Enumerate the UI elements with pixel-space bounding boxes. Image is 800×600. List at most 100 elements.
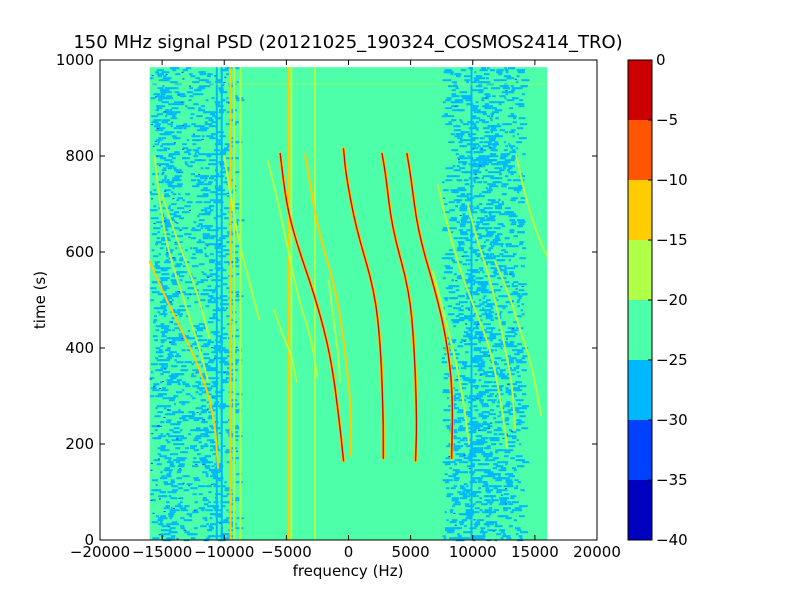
noise-cell	[169, 527, 176, 530]
noise-cell	[232, 499, 240, 502]
noise-cell	[229, 319, 235, 322]
noise-cell	[460, 157, 468, 160]
noise-cell	[496, 479, 503, 482]
noise-cell	[468, 135, 471, 138]
noise-cell	[490, 253, 494, 256]
doppler-trace	[515, 155, 549, 258]
noise-speck	[183, 529, 186, 531]
noise-cell	[471, 357, 479, 360]
noise-cell	[481, 313, 487, 316]
noise-cell	[460, 219, 467, 222]
noise-cell	[492, 467, 498, 470]
noise-cell	[512, 115, 517, 118]
noise-cell	[197, 387, 203, 390]
y-tick-label: 0	[84, 531, 94, 549]
noise-speck	[165, 73, 168, 75]
noise-cell	[479, 351, 482, 354]
noise-cell	[516, 301, 520, 304]
colorbar-tick-label: −25	[656, 351, 688, 369]
noise-cell	[494, 349, 498, 352]
noise-cell	[459, 341, 463, 344]
noise-cell	[472, 165, 478, 168]
x-tick-label: 0	[344, 543, 354, 561]
noise-cell	[231, 403, 240, 406]
noise-cell	[500, 277, 507, 280]
noise-cell	[167, 491, 172, 494]
noise-cell	[157, 523, 164, 526]
noise-cell	[474, 507, 480, 510]
noise-cell	[198, 179, 201, 182]
noise-cell	[514, 389, 523, 392]
noise-cell	[168, 103, 174, 106]
noise-cell	[208, 501, 211, 504]
noise-cell	[154, 261, 161, 264]
noise-cell	[220, 151, 227, 154]
noise-cell	[506, 355, 511, 358]
noise-cell	[473, 429, 477, 432]
noise-cell	[225, 451, 233, 454]
noise-cell	[505, 479, 513, 482]
noise-speck	[218, 432, 221, 434]
noise-cell	[520, 85, 527, 88]
noise-cell	[451, 259, 456, 262]
noise-cell	[207, 285, 212, 288]
noise-cell	[479, 469, 484, 472]
noise-cell	[513, 97, 519, 100]
noise-cell	[513, 519, 518, 522]
noise-cell	[496, 235, 500, 238]
noise-cell	[448, 475, 457, 478]
noise-cell	[511, 285, 518, 288]
noise-cell	[234, 359, 243, 362]
noise-cell	[153, 271, 161, 274]
noise-cell	[150, 499, 157, 502]
noise-cell	[190, 375, 197, 378]
noise-cell	[490, 139, 495, 142]
noise-cell	[501, 163, 508, 166]
noise-cell	[459, 425, 463, 428]
noise-cell	[509, 271, 514, 274]
noise-cell	[521, 393, 527, 396]
noise-cell	[233, 95, 238, 98]
noise-cell	[496, 489, 502, 492]
noise-speck	[195, 463, 198, 465]
noise-cell	[517, 283, 522, 286]
noise-cell	[172, 293, 179, 296]
noise-cell	[516, 365, 520, 368]
noise-cell	[183, 127, 187, 130]
noise-cell	[459, 241, 465, 244]
noise-cell	[209, 177, 215, 180]
noise-speck	[490, 422, 493, 424]
noise-cell	[477, 363, 483, 366]
noise-cell	[505, 435, 511, 438]
noise-cell	[490, 129, 498, 132]
noise-cell	[222, 405, 227, 408]
noise-cell	[192, 247, 198, 250]
noise-cell	[152, 183, 155, 186]
noise-cell	[168, 471, 172, 474]
noise-cell	[181, 227, 189, 230]
noise-cell	[166, 383, 172, 386]
noise-speck	[181, 337, 184, 339]
noise-cell	[212, 273, 216, 276]
noise-cell	[204, 455, 210, 458]
noise-cell	[458, 419, 462, 422]
noise-cell	[484, 103, 489, 106]
noise-cell	[183, 335, 190, 338]
noise-cell	[184, 505, 190, 508]
noise-cell	[165, 109, 170, 112]
noise-cell	[486, 445, 491, 448]
noise-cell	[519, 243, 523, 246]
noise-cell	[492, 337, 497, 340]
noise-cell	[192, 369, 200, 372]
noise-cell	[499, 85, 503, 88]
noise-cell	[223, 207, 231, 210]
noise-cell	[445, 167, 454, 170]
noise-cell	[516, 127, 524, 130]
noise-cell	[461, 171, 469, 174]
noise-cell	[173, 127, 178, 130]
noise-cell	[510, 231, 515, 234]
noise-cell	[173, 323, 181, 326]
noise-cell	[465, 423, 474, 426]
noise-cell	[167, 405, 170, 408]
noise-cell	[520, 309, 524, 312]
